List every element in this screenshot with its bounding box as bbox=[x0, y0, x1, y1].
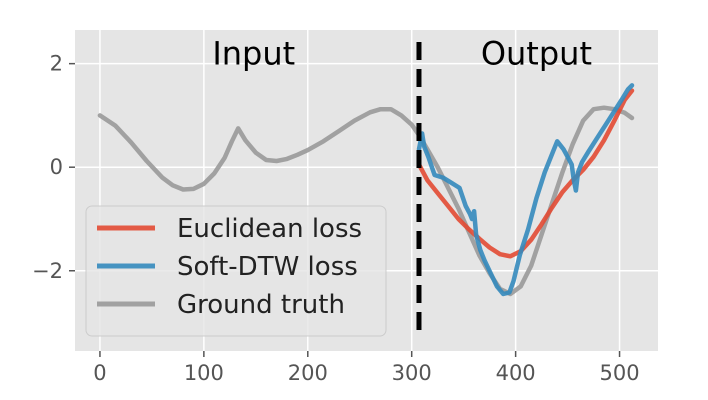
legend: Euclidean loss Soft-DTW loss Ground truth bbox=[85, 205, 387, 337]
annotations: Input Output bbox=[212, 34, 592, 72]
legend-label-euclidean-loss: Euclidean loss bbox=[177, 214, 362, 244]
x-tick-label: 200 bbox=[288, 361, 328, 385]
soft-dtw-loss-line bbox=[416, 83, 635, 297]
x-tick-label: 400 bbox=[496, 361, 536, 385]
y-tick-label: 2 bbox=[50, 52, 63, 76]
y-tick-label: −2 bbox=[32, 259, 63, 283]
x-tick-label: 300 bbox=[392, 361, 432, 385]
legend-label-ground-truth: Ground truth bbox=[177, 290, 345, 320]
annotation-input: Input bbox=[212, 34, 295, 72]
x-tick-label: 100 bbox=[184, 361, 224, 385]
series-layer bbox=[97, 83, 635, 297]
x-tick-label: 500 bbox=[600, 361, 640, 385]
x-tick-label: 0 bbox=[93, 361, 106, 385]
legend-box bbox=[85, 205, 387, 337]
axis-ticks: 0 100 200 300 400 500 2 0 −2 bbox=[32, 52, 640, 385]
annotation-output: Output bbox=[481, 34, 592, 72]
legend-label-soft-dtw-loss: Soft-DTW loss bbox=[177, 252, 358, 282]
euclidean-loss-line bbox=[416, 88, 635, 259]
y-tick-label: 0 bbox=[50, 155, 63, 179]
